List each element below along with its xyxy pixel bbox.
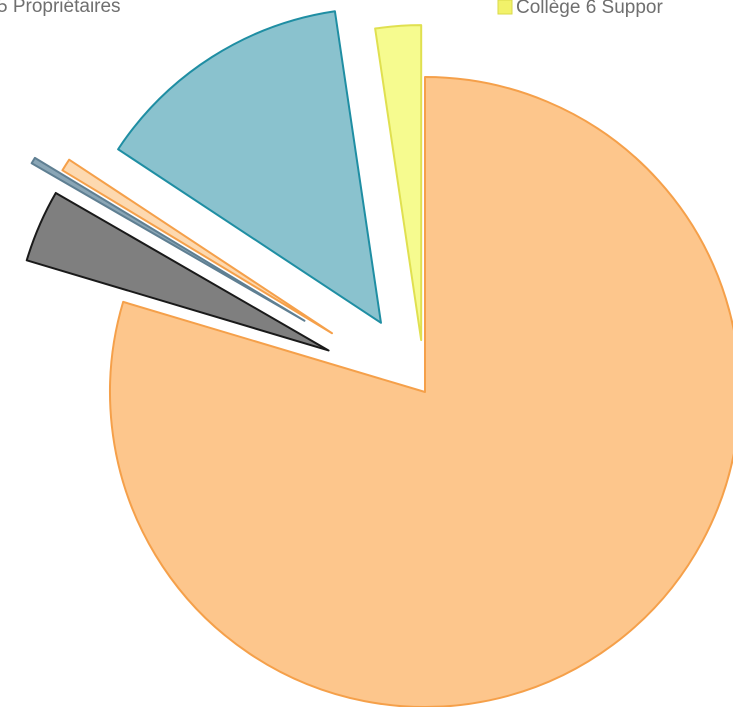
pie-slice-5 bbox=[374, 24, 423, 342]
pie-slice-1 bbox=[25, 191, 330, 352]
legend: 5 Propriétaires Collège 6 Suppor bbox=[0, 0, 663, 18]
pie-slice-0 bbox=[109, 76, 733, 707]
legend-swatch-college-6 bbox=[497, 0, 513, 15]
pie-slice-3 bbox=[61, 158, 334, 335]
legend-label-proprietaires: 5 Propriétaires bbox=[0, 0, 121, 17]
pie-slice-2 bbox=[30, 156, 306, 322]
pie-slices bbox=[25, 10, 733, 707]
legend-label-college-6: Collège 6 Suppor bbox=[516, 0, 663, 18]
pie-slice-4 bbox=[117, 10, 382, 324]
